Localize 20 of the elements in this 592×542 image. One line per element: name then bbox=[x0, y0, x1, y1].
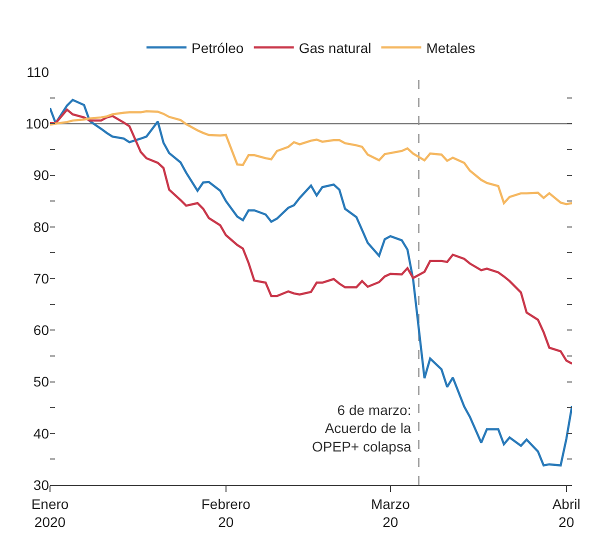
y-tick-label: 30 bbox=[33, 476, 50, 493]
legend-label: Gas natural bbox=[298, 40, 372, 56]
x-tick-label: Abril 20 bbox=[552, 496, 580, 530]
line-series bbox=[50, 108, 572, 365]
y-tick-label: 80 bbox=[33, 218, 50, 235]
y-tick-label: 60 bbox=[33, 322, 50, 338]
x-tick-label: Febrero 20 bbox=[201, 496, 251, 530]
x-tick-label: Enero 2020 bbox=[31, 496, 69, 530]
y-tick-label: 70 bbox=[33, 270, 50, 286]
annotation: 6 de marzo: Acuerdo de la OPEP+ colapsa bbox=[312, 402, 412, 454]
y-tick-label: 40 bbox=[33, 425, 50, 442]
y-tick-label: 100 bbox=[26, 116, 50, 132]
y-tick-label: 90 bbox=[33, 167, 50, 184]
y-tick-label: 110 bbox=[26, 64, 50, 80]
line-series bbox=[50, 110, 572, 206]
x-tick-label: Marzo 20 bbox=[370, 496, 410, 530]
line-series bbox=[50, 98, 572, 466]
legend-label: Petróleo bbox=[192, 40, 244, 56]
legend-label: Metales bbox=[426, 40, 476, 56]
y-tick-label: 50 bbox=[33, 374, 50, 390]
